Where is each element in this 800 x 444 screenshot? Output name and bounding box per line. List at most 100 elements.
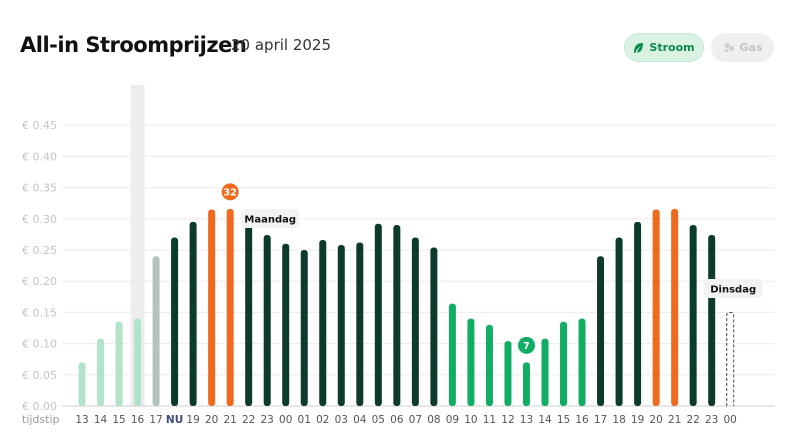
x-tick-label: 14 (538, 414, 552, 426)
price-bar[interactable] (78, 362, 86, 406)
price-bar[interactable] (319, 240, 327, 406)
price-bar[interactable] (337, 245, 345, 406)
price-bar[interactable] (374, 223, 382, 406)
day-label-box (241, 209, 300, 228)
price-bar[interactable] (541, 338, 549, 406)
y-tick-label: € 0.40 (22, 150, 57, 163)
price-bar[interactable] (134, 318, 142, 406)
x-tick-label: 21 (668, 414, 681, 426)
price-bar[interactable] (356, 242, 364, 406)
y-tick-label: € 0.45 (22, 119, 57, 132)
y-tick-label: € 0.15 (22, 306, 57, 319)
x-tick-label: 16 (575, 414, 589, 426)
bubbles-icon (723, 42, 735, 53)
x-tick-label: 04 (353, 414, 367, 426)
badge-label: 7 (523, 341, 530, 352)
x-tick-label: 07 (409, 414, 422, 426)
price-bar-pending[interactable] (726, 311, 735, 406)
x-tick-label: 22 (686, 414, 699, 426)
price-bar[interactable] (263, 235, 271, 406)
price-bar[interactable] (597, 256, 605, 406)
y-tick-label: € 0.35 (22, 182, 57, 195)
x-tick-label: 13 (75, 414, 88, 426)
x-tick-label: NU (166, 414, 183, 426)
price-bar[interactable] (226, 208, 234, 406)
x-tick-label: 15 (557, 414, 570, 426)
price-bar[interactable] (152, 256, 160, 406)
price-bar[interactable] (615, 237, 623, 406)
x-tick-label: 19 (631, 414, 644, 426)
price-bar[interactable] (448, 303, 456, 406)
x-tick-label: 01 (298, 414, 311, 426)
y-tick-label: € 0.20 (22, 275, 57, 288)
price-bar[interactable] (671, 208, 679, 406)
x-tick-label: 17 (594, 414, 607, 426)
x-tick-label: 21 (223, 414, 236, 426)
day-label: Dinsdag (710, 285, 756, 296)
x-tick-label: 23 (261, 414, 274, 426)
day-label: Maandag (244, 215, 296, 226)
x-tick-label: 20 (205, 414, 218, 426)
date-label: 20 april 2025 (231, 36, 332, 54)
x-tick-label: 19 (186, 414, 199, 426)
y-tick-label: € 0.00 (22, 400, 57, 413)
stroom-label: Stroom (649, 41, 695, 54)
badge-label: 32 (224, 187, 237, 198)
price-bar[interactable] (393, 225, 401, 406)
price-bar[interactable] (208, 209, 216, 406)
price-bar[interactable] (430, 247, 438, 406)
price-bar[interactable] (652, 209, 660, 406)
x-tick-label: 18 (612, 414, 625, 426)
x-tick-label: 20 (649, 414, 662, 426)
price-bar[interactable] (504, 341, 512, 406)
price-bar[interactable] (189, 221, 197, 406)
x-tick-label: 23 (705, 414, 718, 426)
x-tick-label: 10 (464, 414, 477, 426)
x-tick-label: 09 (446, 414, 459, 426)
price-bar[interactable] (522, 362, 530, 406)
price-bar[interactable] (634, 221, 642, 406)
leaf-icon (633, 42, 644, 54)
price-bar[interactable] (282, 243, 290, 406)
price-bar[interactable] (115, 321, 123, 406)
y-tick-label: € 0.05 (22, 369, 57, 382)
x-tick-label: 02 (316, 414, 329, 426)
gas-toggle-button[interactable]: Gas (711, 33, 774, 62)
x-tick-label: 03 (335, 414, 348, 426)
x-tick-label: 16 (131, 414, 145, 426)
x-axis-label: tijdstip (22, 413, 60, 426)
price-bar[interactable] (300, 250, 308, 406)
page-title: All-in Stroomprijzen (20, 33, 247, 57)
price-bar[interactable] (485, 324, 493, 406)
gas-label: Gas (739, 41, 763, 54)
x-tick-label: 12 (501, 414, 514, 426)
price-bar[interactable] (411, 237, 419, 406)
price-bar[interactable] (689, 225, 697, 406)
price-bar[interactable] (708, 235, 716, 406)
price-bar[interactable] (578, 318, 586, 406)
x-tick-label: 05 (372, 414, 385, 426)
max-price-badge (221, 183, 239, 201)
stroom-toggle-button[interactable]: Stroom (624, 33, 704, 62)
price-bar[interactable] (245, 225, 253, 406)
day-label-box (704, 279, 763, 298)
x-tick-label: 08 (427, 414, 440, 426)
price-bar[interactable] (171, 237, 179, 406)
y-tick-label: € 0.10 (22, 338, 57, 351)
x-tick-label: 17 (149, 414, 162, 426)
x-tick-label: 22 (242, 414, 255, 426)
y-tick-label: € 0.25 (22, 244, 57, 257)
price-bar[interactable] (560, 321, 568, 406)
x-tick-label: 00 (724, 414, 737, 426)
y-tick-label: € 0.30 (22, 213, 57, 226)
x-tick-label: 15 (112, 414, 125, 426)
min-price-badge (517, 336, 535, 354)
x-tick-label: 11 (483, 414, 496, 426)
price-bar[interactable] (467, 318, 475, 406)
x-tick-label: 13 (520, 414, 533, 426)
x-tick-label: 00 (279, 414, 292, 426)
x-tick-label: 14 (94, 414, 108, 426)
price-bar[interactable] (97, 338, 105, 406)
x-tick-label: 06 (390, 414, 404, 426)
